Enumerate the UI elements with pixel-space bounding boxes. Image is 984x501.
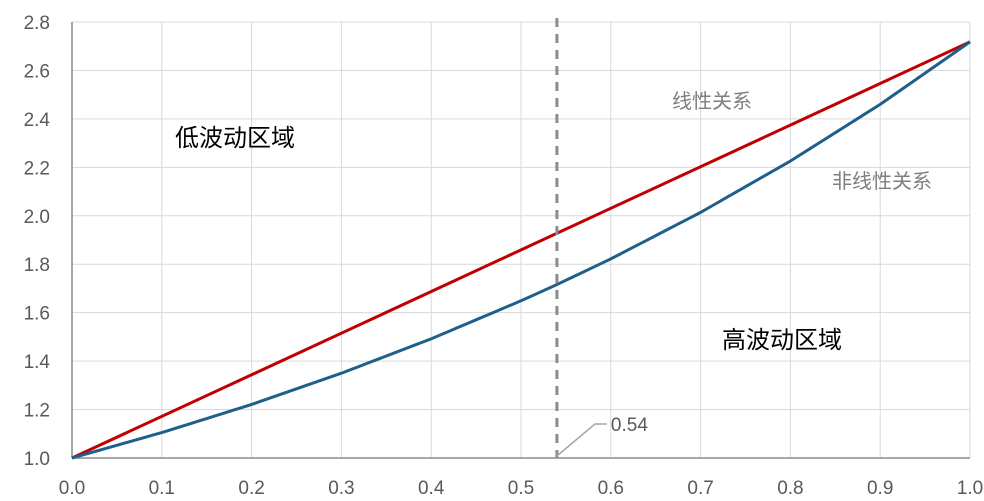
y-tick-label: 1.6 [24,304,50,325]
nonlinear-annotation: 非线性关系 [832,169,932,193]
grid [72,21,971,458]
y-tick-label: 1.8 [24,255,50,276]
y-tick-label: 1.0 [24,449,50,470]
threshold-leader-line [556,423,607,457]
series-group [71,40,971,460]
y-tick-label: 2.2 [24,158,50,179]
y-tick-label: 1.2 [24,401,50,422]
y-tick-label: 2.4 [24,110,51,131]
threshold-label: 0.54 [611,415,648,436]
x-tick-label: 0.7 [687,478,713,499]
threshold-group: 0.54 [555,18,648,458]
linear-annotation: 线性关系 [672,89,752,113]
x-tick-label: 0.4 [418,478,445,499]
x-tick-label: 0.9 [867,478,893,499]
x-tick-label: 0.6 [598,478,624,499]
high-volatility-region-label: 高波动区域 [722,326,842,354]
x-tick-label: 0.3 [328,478,354,499]
nonlinear-relationship-curve [71,40,971,460]
y-tick-label: 1.4 [24,352,51,373]
y-tick-label: 2.6 [24,61,50,82]
low-volatility-region-label: 低波动区域 [175,124,295,152]
x-tick-label: 0.8 [777,478,803,499]
x-tick-label: 0.0 [59,478,85,499]
x-tick-label: 0.5 [508,478,534,499]
x-tick-labels: 0.0 0.1 0.2 0.3 0.4 0.5 0.6 0.7 0.8 0.9 1.0 [59,478,983,499]
x-tick-label: 1.0 [957,478,983,499]
y-tick-label: 2.8 [24,13,50,34]
linear-relationship-line [71,40,971,460]
y-tick-labels: 1.0 1.2 1.4 1.6 1.8 2.0 2.2 2.4 2.6 2.8 [24,13,51,470]
axes [71,22,970,459]
x-tick-label: 0.1 [149,478,175,499]
x-tick-label: 0.2 [238,478,264,499]
y-tick-label: 2.0 [24,207,50,228]
